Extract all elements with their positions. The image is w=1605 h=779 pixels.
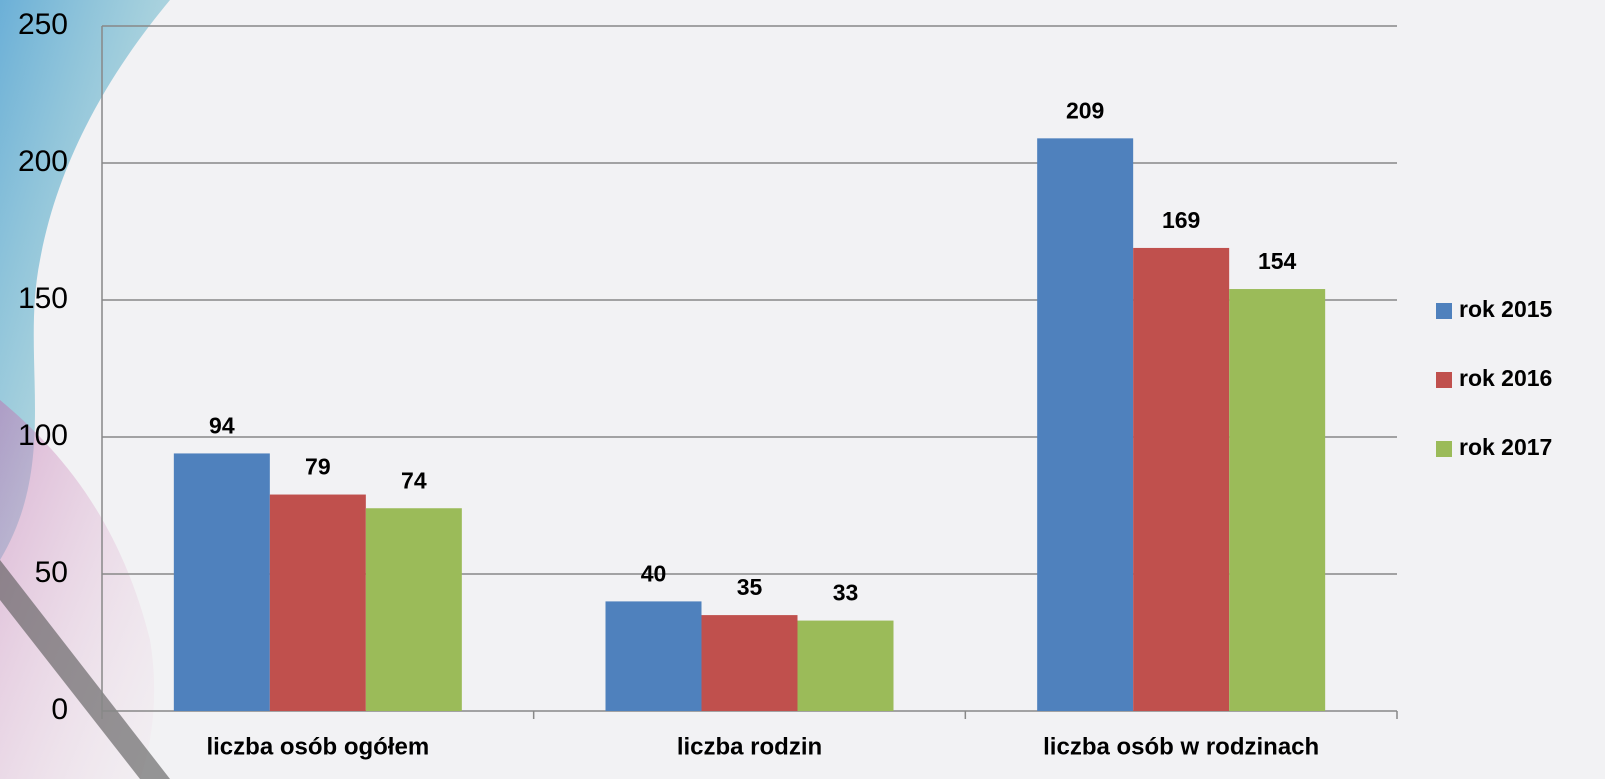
y-tick-label: 50 [35,556,68,589]
value-label: 79 [305,454,331,480]
bar [701,615,798,711]
decoration [0,560,170,779]
value-label: 40 [641,560,667,586]
value-label: 209 [1066,97,1104,123]
value-label: 33 [833,580,859,606]
bar [365,508,462,711]
bar [269,494,366,711]
bar [1037,138,1134,712]
legend-label: rok 2015 [1459,296,1553,322]
legend-label: rok 2017 [1459,434,1552,460]
value-label: 74 [401,467,427,493]
x-tick-label: liczba osób w rodzinach [1043,733,1319,760]
y-tick-label: 200 [18,145,68,178]
legend-swatch [1436,372,1452,388]
bar [605,601,702,711]
x-tick-label: liczba osób ogółem [206,733,429,760]
y-tick-label: 0 [51,693,68,726]
bar [797,620,894,711]
legend-swatch [1436,303,1452,319]
decoration [0,0,170,560]
legend-label: rok 2016 [1459,365,1552,391]
legend-swatch [1436,441,1452,457]
value-label: 154 [1258,248,1297,274]
value-label: 169 [1162,207,1200,233]
x-tick-label: liczba rodzin [677,733,822,760]
value-label: 94 [209,413,235,439]
bar [173,453,270,711]
value-label: 35 [737,574,763,600]
y-tick-label: 250 [18,8,68,41]
bar [1133,247,1230,711]
y-tick-label: 150 [18,282,68,315]
decoration [0,400,155,779]
y-tick-label: 100 [18,419,68,452]
bar [1229,289,1326,711]
